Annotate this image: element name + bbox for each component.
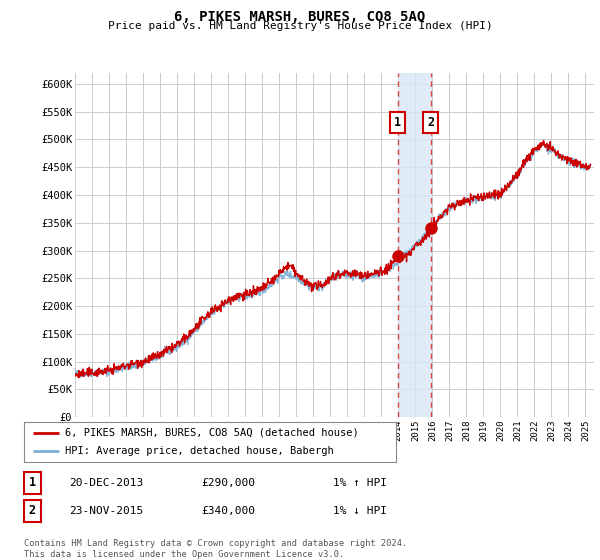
Text: £290,000: £290,000	[201, 478, 255, 488]
Text: HPI: Average price, detached house, Babergh: HPI: Average price, detached house, Babe…	[65, 446, 334, 456]
Text: 6, PIKES MARSH, BURES, CO8 5AQ: 6, PIKES MARSH, BURES, CO8 5AQ	[175, 10, 425, 24]
Text: 20-DEC-2013: 20-DEC-2013	[69, 478, 143, 488]
Text: £340,000: £340,000	[201, 506, 255, 516]
Text: 2: 2	[427, 116, 434, 129]
Text: 1: 1	[394, 116, 401, 129]
Text: 23-NOV-2015: 23-NOV-2015	[69, 506, 143, 516]
Text: 6, PIKES MARSH, BURES, CO8 5AQ (detached house): 6, PIKES MARSH, BURES, CO8 5AQ (detached…	[65, 428, 359, 437]
Text: 1: 1	[29, 476, 36, 489]
Text: Price paid vs. HM Land Registry's House Price Index (HPI): Price paid vs. HM Land Registry's House …	[107, 21, 493, 31]
Text: 1% ↓ HPI: 1% ↓ HPI	[333, 506, 387, 516]
Bar	[398, 73, 431, 417]
Text: Contains HM Land Registry data © Crown copyright and database right 2024.
This d: Contains HM Land Registry data © Crown c…	[24, 539, 407, 559]
Text: 1% ↑ HPI: 1% ↑ HPI	[333, 478, 387, 488]
Text: 2: 2	[29, 504, 36, 517]
